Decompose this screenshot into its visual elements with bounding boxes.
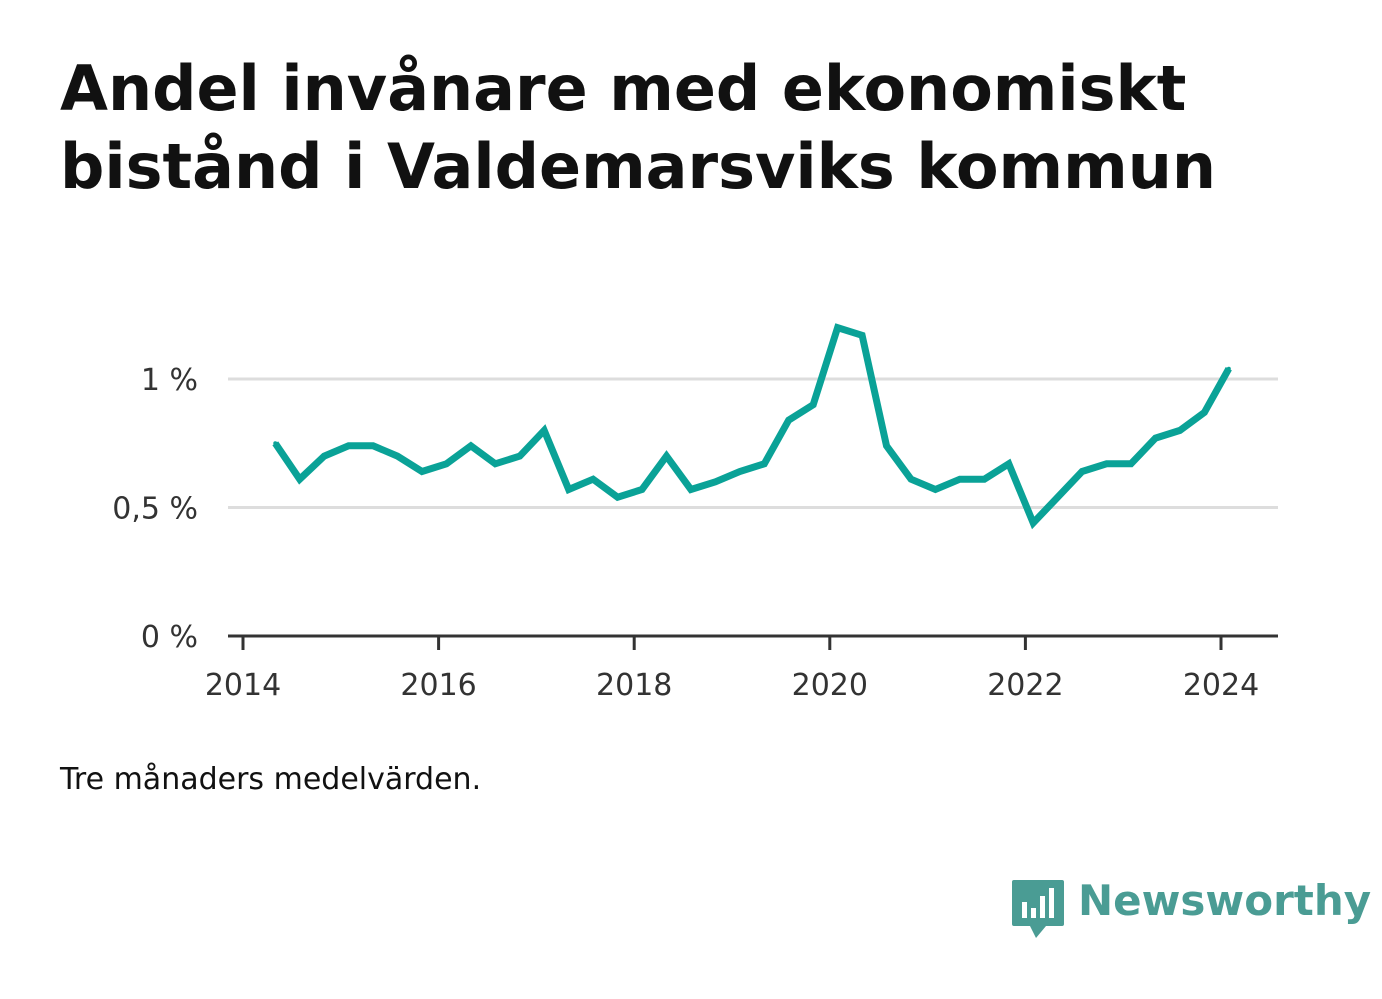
- series-layer: [272, 323, 1232, 530]
- chart-title: Andel invånare med ekonomiskt bistånd i …: [60, 52, 1217, 203]
- data-point: [982, 477, 987, 482]
- data-point: [1202, 410, 1207, 415]
- data-point: [517, 454, 522, 459]
- x-tick-label: 2024: [1183, 668, 1259, 703]
- data-point: [786, 418, 791, 423]
- y-axis-tick-labels: 0 % 0,5 % 1 %: [112, 363, 198, 655]
- data-point: [762, 461, 767, 466]
- data-point: [542, 428, 547, 433]
- data-point: [908, 477, 913, 482]
- x-tick-label: 2016: [400, 668, 476, 703]
- data-point: [297, 477, 302, 482]
- data-point: [1226, 366, 1231, 371]
- data-point: [1080, 469, 1085, 474]
- data-point: [1104, 461, 1109, 466]
- data-point: [493, 461, 498, 466]
- series-line: [272, 323, 1232, 530]
- x-tick-label: 2022: [987, 668, 1063, 703]
- gridlines: [228, 377, 1278, 509]
- data-point: [933, 487, 938, 492]
- x-tick-label: 2014: [205, 668, 281, 703]
- data-point: [1177, 428, 1182, 433]
- chart-caption: Tre månaders medelvärden.: [60, 762, 482, 797]
- data-point: [737, 469, 742, 474]
- line-chart: 0 % 0,5 % 1 % 2014 2016 2018 2020 2022 2024: [112, 323, 1278, 703]
- data-point: [395, 454, 400, 459]
- data-point: [566, 487, 571, 492]
- x-tick-label: 2020: [792, 668, 868, 703]
- brand-name: Newsworthy: [1078, 876, 1372, 925]
- data-point: [1129, 461, 1134, 466]
- data-point: [713, 479, 718, 484]
- data-point: [1055, 495, 1060, 500]
- data-point: [371, 443, 376, 448]
- data-point: [322, 454, 327, 459]
- y-tick-label: 0 %: [141, 620, 198, 655]
- data-point: [1006, 461, 1011, 466]
- data-point: [664, 454, 669, 459]
- data-point: [273, 441, 278, 446]
- data-point: [468, 443, 473, 448]
- data-point: [591, 477, 596, 482]
- data-point: [835, 325, 840, 330]
- y-tick-label: 1 %: [141, 363, 198, 398]
- data-point: [860, 333, 865, 338]
- data-point: [419, 469, 424, 474]
- data-point: [346, 443, 351, 448]
- data-point: [1153, 436, 1158, 441]
- data-point: [1031, 520, 1036, 525]
- x-axis-ticks: 2014 2016 2018 2020 2022 2024: [205, 636, 1259, 703]
- data-point: [884, 443, 889, 448]
- x-tick-label: 2018: [596, 668, 672, 703]
- data-point: [688, 487, 693, 492]
- data-point: [640, 487, 645, 492]
- data-point: [444, 461, 449, 466]
- data-point: [957, 477, 962, 482]
- y-tick-label: 0,5 %: [112, 492, 198, 527]
- data-point: [811, 402, 816, 407]
- data-point: [615, 495, 620, 500]
- bar-chart-speech-bubble-icon: [1012, 880, 1064, 938]
